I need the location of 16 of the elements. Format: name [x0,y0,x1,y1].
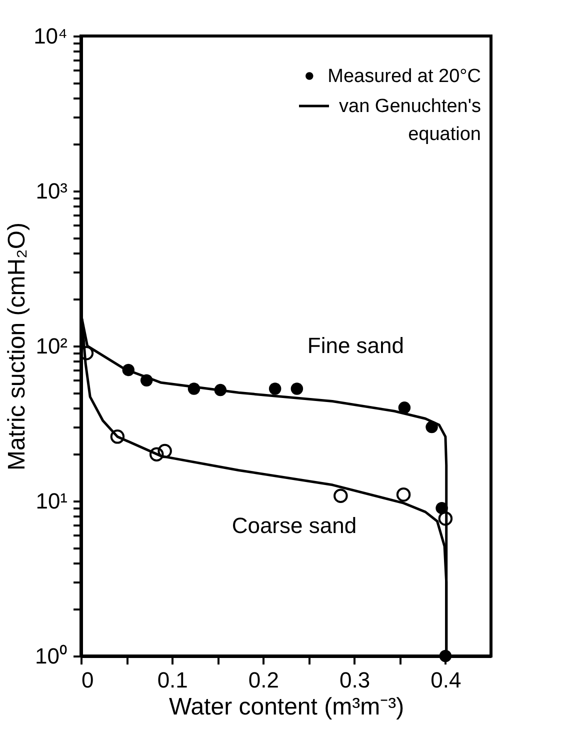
y-tick-label: 10⁰ [35,644,68,668]
y-tick-label: 10² [36,334,68,358]
y-tick-label: 10⁴ [34,24,68,48]
x-tick-label: 0.3 [340,668,370,692]
x-tick-label: 0.4 [430,668,462,692]
x-tick-label: 0 [82,668,94,692]
legend-label: Measured at 20°C [328,66,481,87]
legend-label: van Genuchten's equation [339,96,481,145]
annotation: Fine sand [307,333,404,358]
x-tick-label: 0.2 [248,668,280,692]
y-axis-title: Matric suction (cmH₂O) [4,222,31,471]
x-axis-title: Water content (m³m⁻³) [168,694,404,720]
y-tick-label: 10¹ [36,488,68,514]
y-tick-label: 10³ [36,178,68,204]
annotation: Coarse sand [232,512,357,538]
x-tick-label: 0.1 [157,668,188,692]
